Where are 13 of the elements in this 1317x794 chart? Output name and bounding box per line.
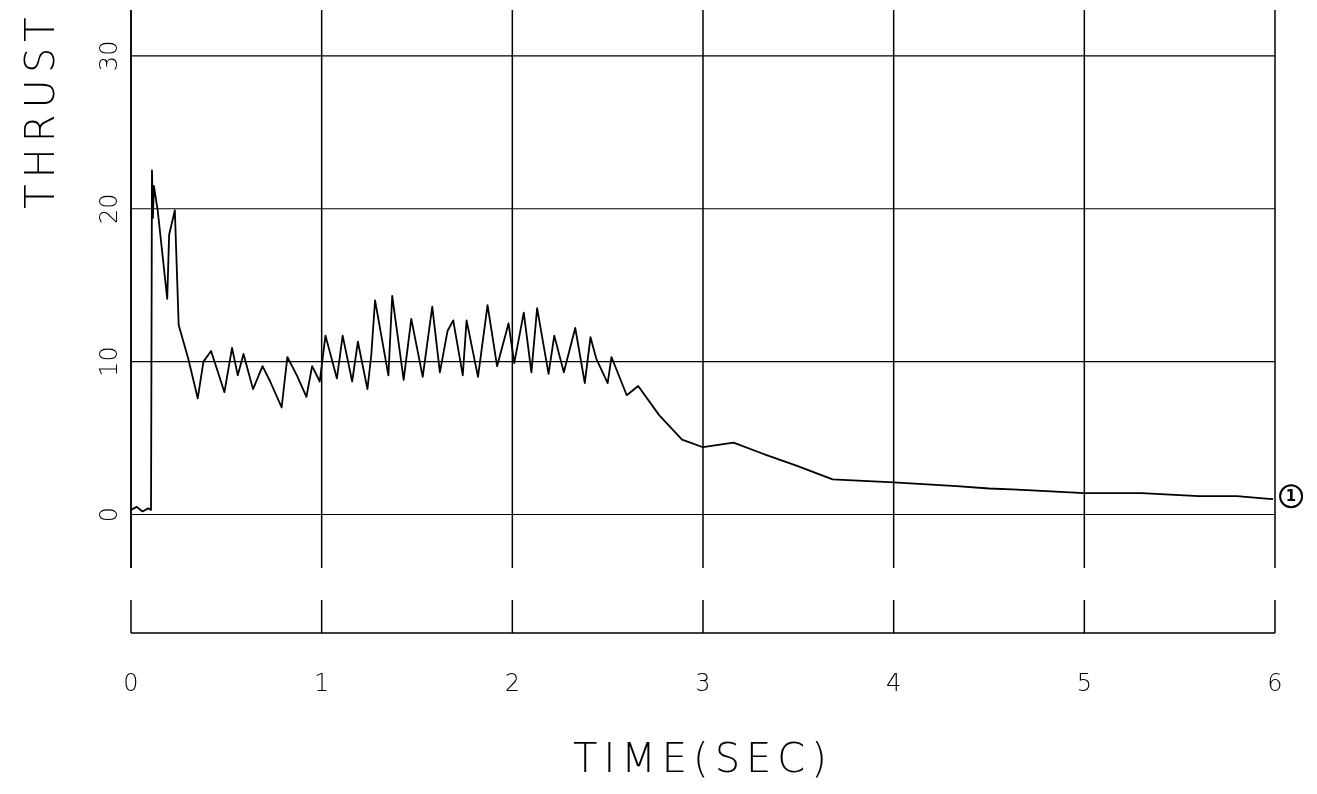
x-tick-label: 3: [695, 669, 711, 697]
x-tick-label: 5: [1076, 669, 1092, 697]
y-tick-label: 10: [95, 346, 123, 377]
y-tick-label: 30: [95, 40, 123, 72]
x-tick-label: 2: [504, 669, 520, 697]
text: 1: [1285, 487, 1297, 506]
x-tick-label: 1: [314, 669, 330, 697]
x-tick-label: 4: [886, 669, 902, 697]
y-axis-title: THRUST: [17, 11, 63, 209]
y-tick-label: 20: [95, 193, 123, 225]
x-axis-title: TIME(SEC): [573, 735, 833, 781]
y-tick-label: 0: [95, 506, 123, 523]
x-tick-label: 6: [1267, 669, 1283, 697]
